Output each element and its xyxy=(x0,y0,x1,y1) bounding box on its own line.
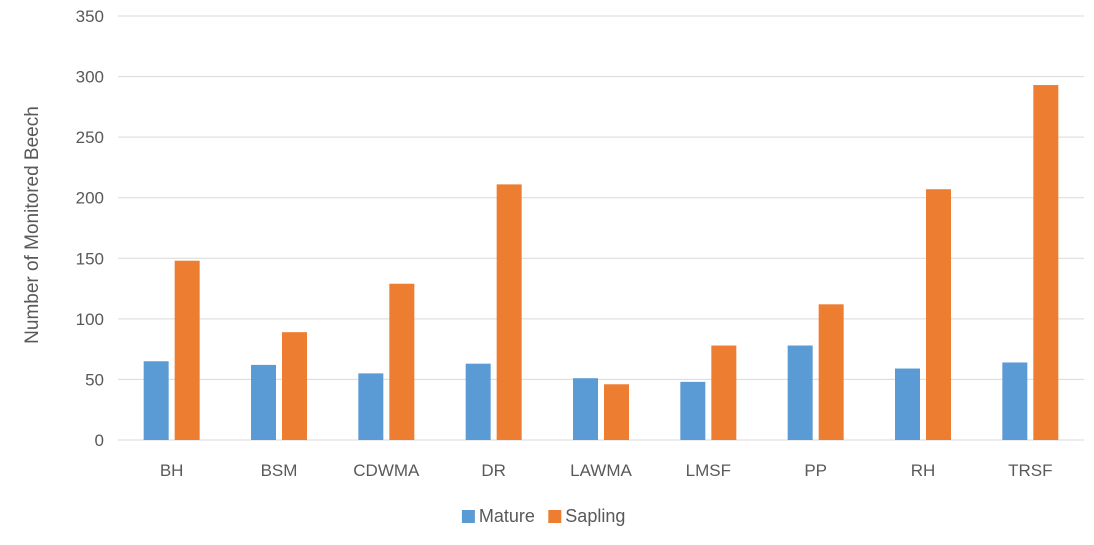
y-tick-label: 200 xyxy=(76,189,104,208)
bar-sapling-dr xyxy=(496,184,522,440)
x-tick-label: CDWMA xyxy=(353,461,420,480)
y-axis-ticks: 0 50 100 150 200 250 300 350 xyxy=(76,7,104,450)
x-tick-label: RH xyxy=(911,461,936,480)
bar-sapling-trsf xyxy=(1033,85,1059,441)
bar-mature-pp xyxy=(787,345,813,440)
bar-mature-rh xyxy=(895,368,920,440)
x-tick-label: DR xyxy=(481,461,506,480)
y-tick-label: 250 xyxy=(76,128,104,147)
y-tick-label: 150 xyxy=(76,249,104,268)
bar-sapling-bh xyxy=(174,260,200,440)
legend-swatch-mature xyxy=(461,510,475,523)
legend-label-sapling: Sapling xyxy=(565,506,625,526)
bar-mature-cdwma xyxy=(358,373,384,440)
bar-mature-dr xyxy=(465,363,491,440)
x-tick-label: BSM xyxy=(261,461,298,480)
bar-mature-lmsf xyxy=(680,381,706,440)
bar-mature-trsf xyxy=(1002,362,1028,440)
bars xyxy=(143,85,1059,441)
x-tick-label: TRSF xyxy=(1008,461,1052,480)
bar-mature-bsm xyxy=(251,364,276,440)
bar-sapling-bsm xyxy=(282,332,307,440)
x-tick-label: PP xyxy=(804,461,827,480)
bar-sapling-lmsf xyxy=(711,345,737,440)
x-tick-label: LMSF xyxy=(686,461,731,480)
x-tick-label: BH xyxy=(160,461,184,480)
bar-mature-bh xyxy=(143,361,169,440)
x-axis-ticks: BH BSM CDWMA DR LAWMA LMSF PP RH TRSF xyxy=(160,461,1053,480)
legend-label-mature: Mature xyxy=(479,506,535,526)
gridlines xyxy=(118,15,1084,441)
y-tick-label: 0 xyxy=(95,431,104,450)
legend-swatch-sapling xyxy=(548,510,562,523)
y-axis-title: Number of Monitored Beech xyxy=(22,106,43,344)
bar-sapling-pp xyxy=(818,304,844,440)
bar-sapling-rh xyxy=(926,189,951,440)
bar-sapling-cdwma xyxy=(389,283,415,440)
x-tick-label: LAWMA xyxy=(570,461,632,480)
bar-sapling-lawma xyxy=(604,384,629,440)
y-tick-label: 350 xyxy=(76,7,104,26)
bar-mature-lawma xyxy=(573,378,598,440)
legend: Mature Sapling xyxy=(461,506,625,526)
y-tick-label: 50 xyxy=(85,370,104,389)
y-tick-label: 300 xyxy=(76,68,104,87)
y-tick-label: 100 xyxy=(76,310,104,329)
